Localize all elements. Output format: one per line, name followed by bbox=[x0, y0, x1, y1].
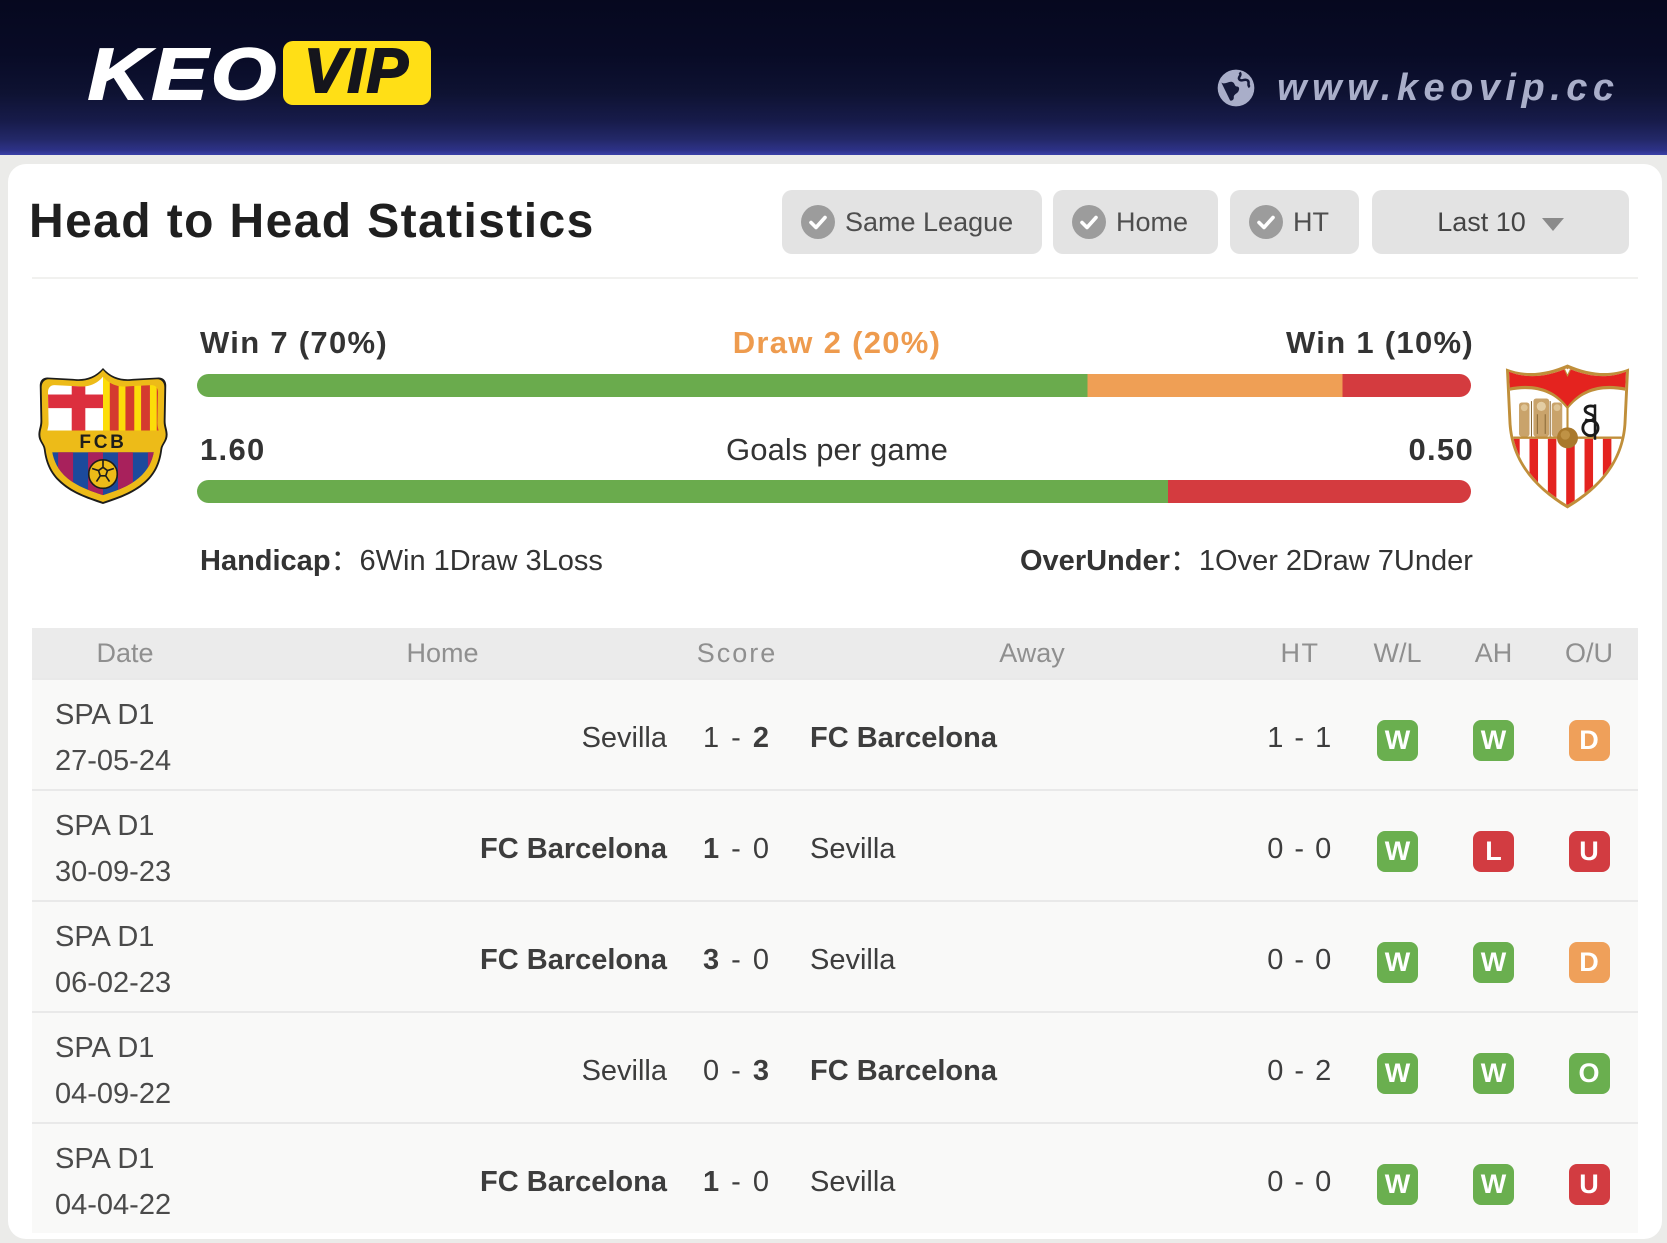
svg-text:FCB: FCB bbox=[79, 432, 126, 453]
